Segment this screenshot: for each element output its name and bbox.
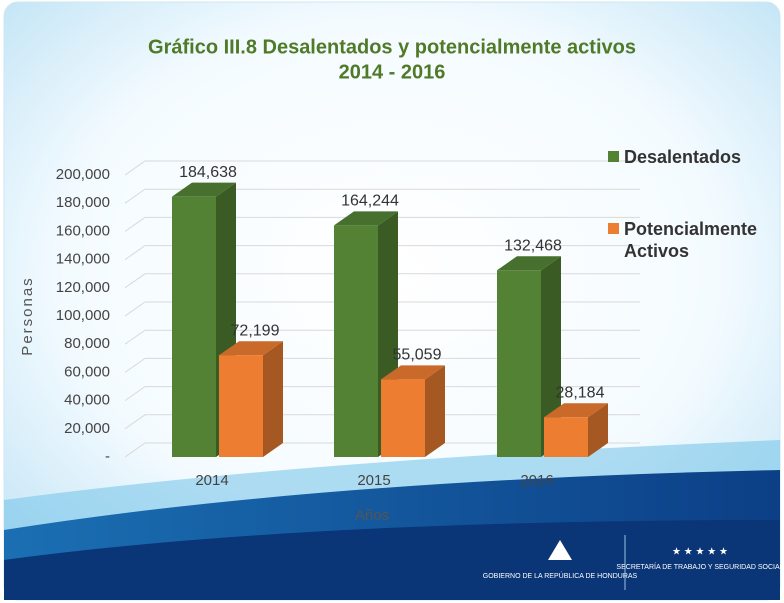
grid-line — [124, 329, 640, 345]
bar — [544, 417, 588, 457]
y-tick-label: 40,000 — [64, 392, 110, 409]
bar — [334, 225, 378, 457]
bar-top — [381, 365, 445, 380]
legend-label: Potencialmente Activos — [624, 219, 758, 261]
bar-side — [425, 365, 445, 457]
legend-swatch — [608, 151, 619, 162]
y-tick-label: 80,000 — [64, 335, 110, 352]
y-tick-label: 100,000 — [56, 307, 110, 324]
bar — [497, 270, 541, 457]
y-tick-label: 60,000 — [64, 363, 110, 380]
logo-text: SECRETARÍA DE TRABAJO Y SEGURIDAD SOCIAL — [616, 562, 783, 571]
grid-line — [124, 414, 640, 430]
legend-item: Desalentados — [608, 146, 778, 168]
grid-line — [124, 160, 640, 176]
bar — [381, 379, 425, 457]
legend-item: Potencialmente Activos — [608, 218, 768, 262]
y-tick-label: 20,000 — [64, 420, 110, 437]
y-axis-label: Personas — [19, 276, 36, 355]
value-label: 72,199 — [231, 322, 280, 339]
bar-top — [219, 341, 283, 356]
bar-top — [544, 403, 608, 418]
chart-subtitle: 2014 - 2016 — [339, 61, 446, 83]
x-tick-label: 2015 — [357, 472, 390, 489]
y-tick-label: 200,000 — [56, 166, 110, 183]
grid-line — [124, 442, 640, 458]
bar-side — [541, 256, 561, 457]
legend-label: Desalentados — [624, 147, 742, 167]
x-tick-label: 2016 — [520, 472, 553, 489]
x-axis-label: Años — [355, 507, 389, 524]
bar-top — [497, 256, 561, 271]
y-tick-label: 160,000 — [56, 222, 110, 239]
grid-line — [124, 386, 640, 402]
chart-title: Gráfico III.8 Desalentados y potencialme… — [148, 36, 636, 58]
y-tick-label: 180,000 — [56, 194, 110, 211]
value-label: 164,244 — [341, 193, 399, 210]
legend-swatch — [608, 223, 619, 234]
grid-line — [124, 245, 640, 261]
bar — [172, 196, 216, 458]
value-label: 184,638 — [179, 164, 237, 181]
bar — [219, 355, 263, 457]
logo-text: GOBIERNO DE LA REPÚBLICA DE HONDURAS — [483, 571, 638, 580]
x-tick-label: 2014 — [195, 472, 228, 489]
y-tick-label: 120,000 — [56, 279, 110, 296]
grid-line — [124, 301, 640, 317]
grid-line — [124, 357, 640, 373]
grid-line — [124, 273, 640, 289]
grid-line — [124, 188, 640, 204]
bar-side — [263, 341, 283, 457]
swoosh — [4, 520, 780, 600]
bar-top — [172, 182, 236, 197]
value-label: 55,059 — [393, 347, 442, 364]
value-label: 132,468 — [504, 237, 562, 254]
grid-line — [124, 216, 640, 232]
stars: ★ ★ ★ ★ ★ — [672, 547, 728, 558]
value-label: 28,184 — [556, 384, 605, 401]
bar-side — [588, 403, 608, 457]
y-tick-label: 140,000 — [56, 251, 110, 268]
bar-top — [334, 211, 398, 226]
y-tick-label: - — [105, 448, 110, 465]
emblem — [548, 540, 572, 560]
